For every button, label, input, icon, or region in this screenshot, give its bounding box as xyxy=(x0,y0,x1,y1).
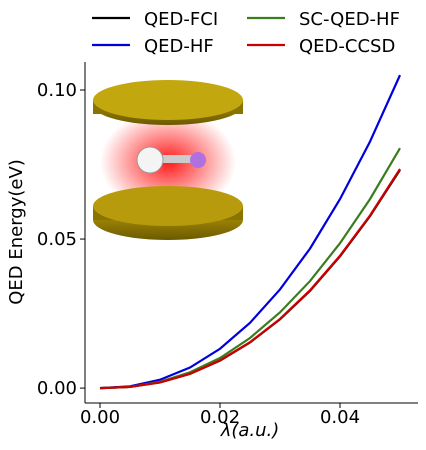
y-tick-label: 0.10 xyxy=(37,80,77,101)
x-tick-label: 0.02 xyxy=(200,407,240,428)
legend-label: QED-CCSD xyxy=(299,36,395,57)
y-tick-label: 0.05 xyxy=(37,229,77,250)
series-line xyxy=(99,74,402,390)
legend-label: QED-HF xyxy=(144,36,214,57)
y-tick-label: 0.00 xyxy=(37,378,77,399)
x-tick-label: 0.00 xyxy=(80,407,120,428)
cavity-illustration xyxy=(93,80,243,240)
series-line xyxy=(99,168,401,390)
y-axis-label: QED Energy(eV) xyxy=(6,159,27,305)
x-axis-label: λ(a.u.) xyxy=(220,420,280,441)
legend-label: QED-FCI xyxy=(144,9,218,30)
legend-label: SC-QED-HF xyxy=(299,9,400,30)
x-tick-label: 0.04 xyxy=(320,407,360,428)
